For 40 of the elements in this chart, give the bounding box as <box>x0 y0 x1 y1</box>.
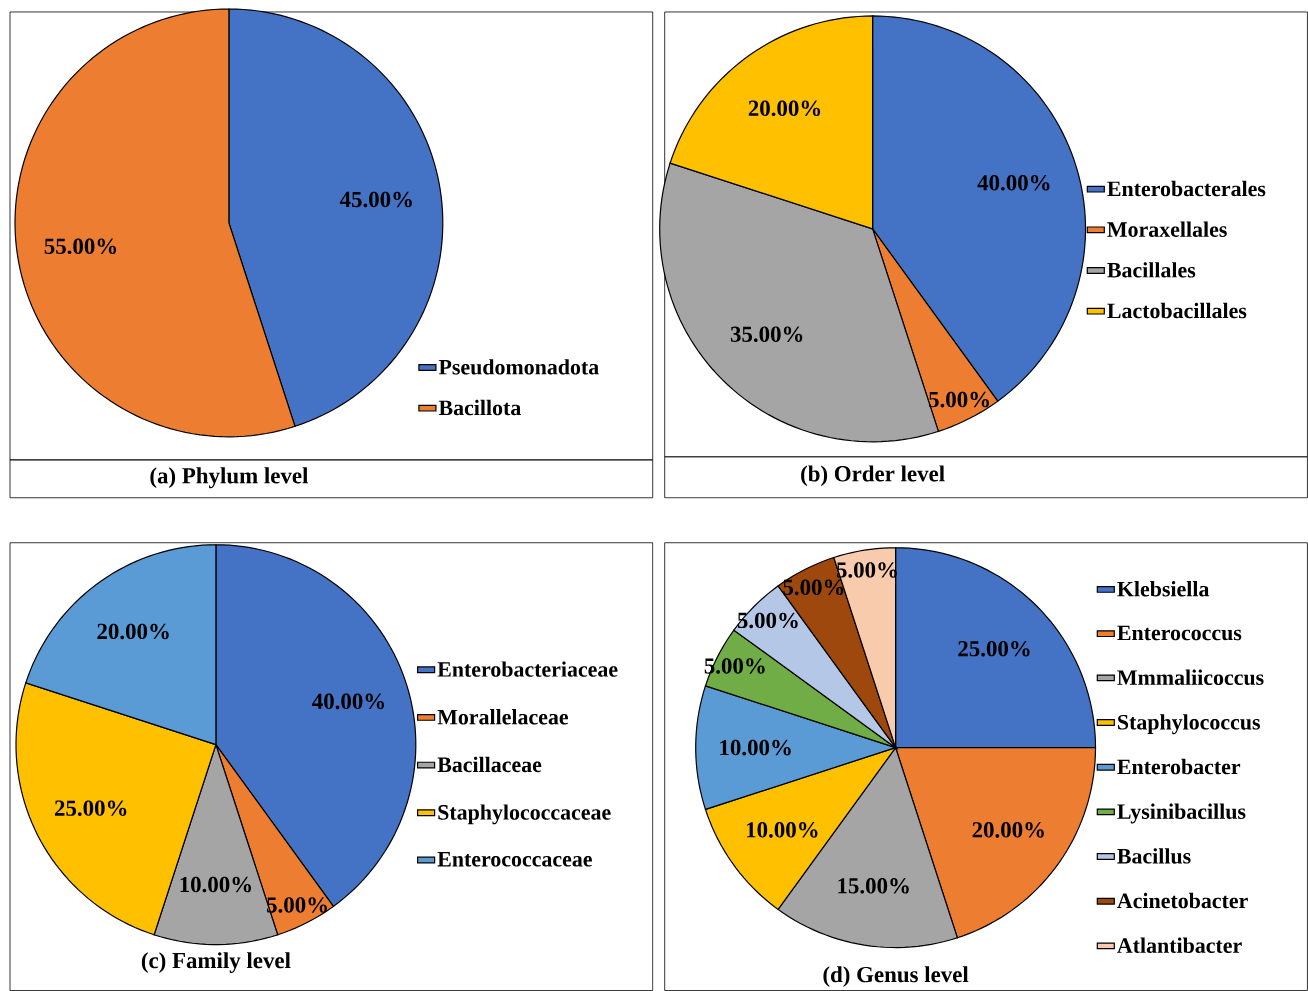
text: (b) Order level <box>801 465 945 487</box>
data-label: 20.00% <box>748 100 821 117</box>
legend-label: Atlantibacter <box>1117 937 1242 953</box>
legend-label: Enterobacteriaceae <box>437 661 618 677</box>
legend-label: Staphylococcaceae <box>438 804 611 825</box>
legend-label: Moraxellales <box>1107 221 1227 237</box>
data-label: 45.00% <box>339 191 412 208</box>
legend-label: Acinetobacter <box>1117 892 1248 909</box>
data-label: 5.00% <box>783 579 844 596</box>
data-label: 10.00% <box>720 739 791 756</box>
legend-label: Bacillales <box>1107 262 1196 278</box>
data-label: 20.00% <box>97 623 169 640</box>
data-label: 40.00% <box>977 175 1050 191</box>
data-label: 15.00% <box>838 878 909 894</box>
data-label: 40.00% <box>312 693 385 710</box>
text: (c) Family level <box>141 952 291 974</box>
data-label: 20.00% <box>972 822 1044 838</box>
legend-label: Staphylococcus <box>1118 714 1260 735</box>
text: (a) Phylum level <box>150 467 309 489</box>
legend-label: Bacillaceae <box>437 756 542 773</box>
data-label: 55.00% <box>44 238 117 255</box>
data-label: 5.00% <box>929 391 989 408</box>
legend-label: Morallelaceae <box>437 709 569 725</box>
legend-label: Enterococcus <box>1117 625 1242 641</box>
data-label: 10.00% <box>180 876 251 893</box>
legend-label: Mmmaliicoccus <box>1117 669 1264 686</box>
data-label: 35.00% <box>730 326 803 343</box>
data-label: 25.00% <box>54 800 127 816</box>
text: (d) Genus level <box>823 966 969 987</box>
legend-label: Enterococcaceae <box>437 852 592 867</box>
legend-label: Pseudomonadota <box>438 359 599 375</box>
legend-label: Klebsiella <box>1117 581 1210 597</box>
legend-label: Enterobacterales <box>1107 180 1266 197</box>
legend-label: Bacillota <box>438 399 521 416</box>
legend-label: Bacillus <box>1117 848 1191 864</box>
data-label: 10.00% <box>747 822 818 838</box>
legend-label: Enterobacter <box>1117 758 1241 775</box>
legend-label: Lysinibacillus <box>1117 803 1246 824</box>
legend-label: Lactobacillales <box>1107 302 1247 319</box>
data-label: 25.00% <box>958 640 1030 657</box>
